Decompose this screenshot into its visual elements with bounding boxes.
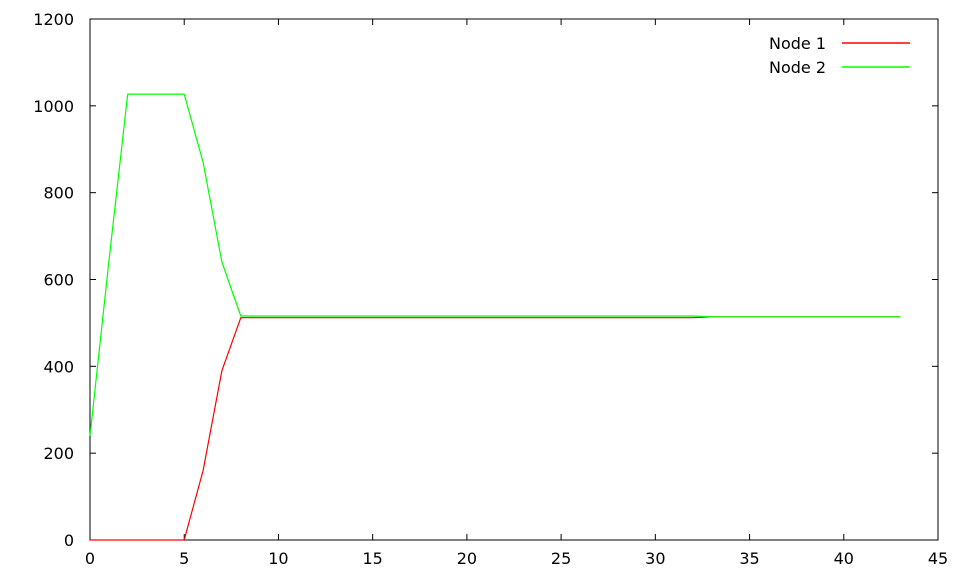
legend-label: Node 1 — [769, 34, 826, 53]
y-tick-label: 200 — [43, 444, 74, 463]
y-tick-label: 400 — [43, 357, 74, 376]
x-tick-label: 30 — [645, 549, 665, 568]
x-tick-label: 0 — [85, 549, 95, 568]
x-tick-label: 15 — [362, 549, 382, 568]
chart-series — [89, 93, 901, 541]
plot-frame — [89, 18, 939, 541]
series-line-node-2 — [89, 93, 901, 436]
y-tick-label: 0 — [64, 531, 74, 550]
x-tick-label: 20 — [457, 549, 477, 568]
y-tick-label: 1000 — [33, 97, 74, 116]
y-tick-label: 800 — [43, 184, 74, 203]
x-tick-label: 40 — [834, 549, 854, 568]
y-tick-label: 600 — [43, 271, 74, 290]
y-tick-label: 1200 — [33, 10, 74, 29]
x-tick-label: 25 — [551, 549, 571, 568]
x-tick-label: 5 — [179, 549, 189, 568]
x-tick-label: 10 — [268, 549, 288, 568]
legend-label: Node 2 — [769, 58, 826, 77]
chart-axes: 0 5 10 15 20 25 30 35 40 45 0 200 400 600 800 1000 1200 — [33, 10, 948, 568]
series-line-node-1 — [90, 316, 901, 541]
x-tick-label: 35 — [739, 549, 759, 568]
legend: Node 1 Node 2 — [769, 34, 910, 77]
x-tick-label: 45 — [928, 549, 948, 568]
